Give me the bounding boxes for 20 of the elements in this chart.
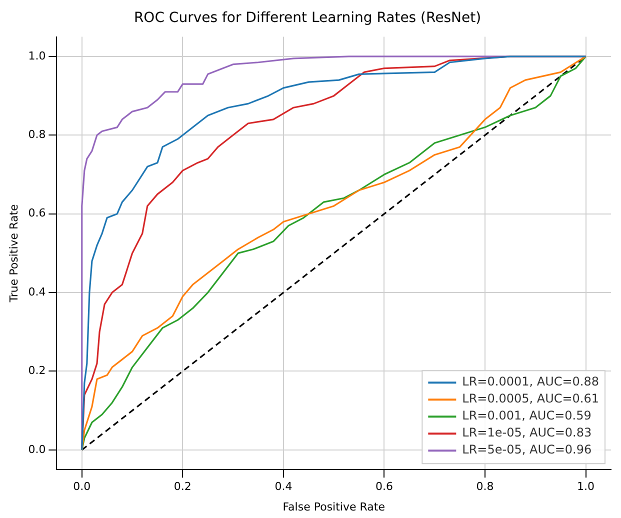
legend-label: LR=1e-05, AUC=0.83 [462,426,592,440]
y-tick-label: 0.4 [28,285,46,298]
x-axis-title: False Positive Rate [282,500,386,514]
y-tick-label: 0.2 [28,364,46,378]
x-tick-label: 0.0 [73,480,91,494]
x-tick-label: 0.6 [375,480,393,494]
y-axis-title: True Positive Rate [7,204,20,304]
y-tick-label: 0.6 [28,206,46,220]
y-tick-label: 0.0 [28,442,46,456]
y-tick-label: 0.8 [28,128,46,142]
x-tick-label: 1.0 [577,480,595,494]
x-tick-label: 0.2 [174,480,192,494]
legend-label: LR=5e-05, AUC=0.96 [462,442,592,457]
chart-title: ROC Curves for Different Learning Rates (ResNet) [134,10,482,26]
legend-label: LR=0.001, AUC=0.59 [462,408,592,423]
legend-label: LR=0.0001, AUC=0.88 [462,374,600,389]
legend-label: LR=0.0005, AUC=0.61 [462,392,600,406]
x-tick-label: 0.4 [274,480,292,494]
y-tick-label: 1.0 [28,49,46,62]
x-tick-label: 0.8 [476,480,494,494]
